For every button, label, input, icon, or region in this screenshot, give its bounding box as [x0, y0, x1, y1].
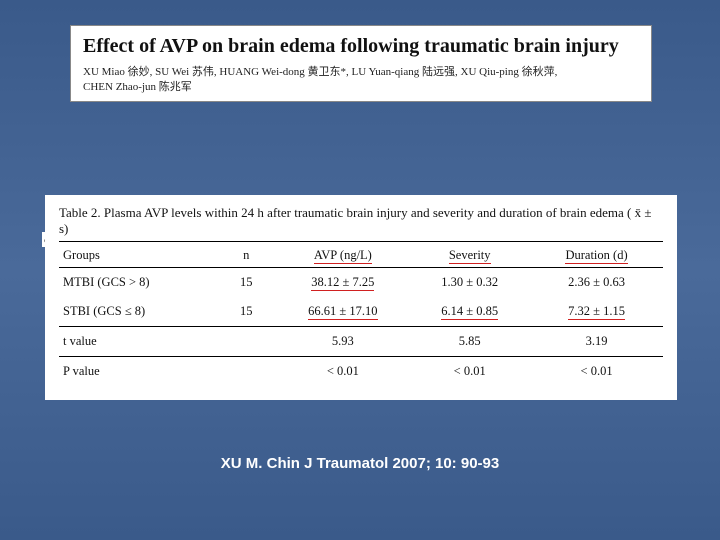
paper-title: Effect of AVP on brain edema following t… [83, 34, 639, 59]
table-header-row: Groups n AVP (ng/L) Severity Duration (d… [59, 242, 663, 268]
cell-duration: < 0.01 [530, 357, 663, 387]
table: Groups n AVP (ng/L) Severity Duration (d… [59, 242, 663, 386]
cell-duration: 7.32 ± 1.15 [530, 297, 663, 327]
col-avp: AVP (ng/L) [276, 242, 409, 268]
cell-severity: < 0.01 [409, 357, 530, 387]
cell-avp: 66.61 ± 17.10 [276, 297, 409, 327]
cell-n: 15 [216, 297, 276, 327]
authors-line-2: CHEN Zhao-jun 陈兆军 [83, 81, 192, 93]
authors-line-1: XU Miao 徐妙, SU Wei 苏伟, HUANG Wei-dong 黄卫… [83, 66, 557, 78]
col-n: n [216, 242, 276, 268]
cell-label: P value [59, 357, 216, 387]
authors: XU Miao 徐妙, SU Wei 苏伟, HUANG Wei-dong 黄卫… [83, 65, 639, 95]
col-groups: Groups [59, 242, 216, 268]
cell-avp: 38.12 ± 7.25 [276, 268, 409, 298]
cell-empty [216, 327, 276, 357]
cell-duration: 3.19 [530, 327, 663, 357]
cell-severity: 5.85 [409, 327, 530, 357]
cell-n: 15 [216, 268, 276, 298]
title-box: Effect of AVP on brain edema following t… [70, 25, 652, 102]
col-severity: Severity [409, 242, 530, 268]
cell-empty [216, 357, 276, 387]
citation: XU M. Chin J Traumatol 2007; 10: 90-93 [0, 455, 720, 472]
cell-groups: STBI (GCS ≤ 8) [59, 297, 216, 327]
table-row: MTBI (GCS > 8) 15 38.12 ± 7.25 1.30 ± 0.… [59, 268, 663, 298]
cell-avp: 5.93 [276, 327, 409, 357]
table-row: t value 5.93 5.85 3.19 [59, 327, 663, 357]
cell-duration: 2.36 ± 0.63 [530, 268, 663, 298]
table-caption: Table 2. Plasma AVP levels within 24 h a… [59, 205, 663, 242]
cell-avp: < 0.01 [276, 357, 409, 387]
cell-groups: MTBI (GCS > 8) [59, 268, 216, 298]
cell-severity: 6.14 ± 0.85 [409, 297, 530, 327]
table-box: Table 2. Plasma AVP levels within 24 h a… [45, 195, 677, 400]
cell-severity: 1.30 ± 0.32 [409, 268, 530, 298]
table-row: STBI (GCS ≤ 8) 15 66.61 ± 17.10 6.14 ± 0… [59, 297, 663, 327]
cell-label: t value [59, 327, 216, 357]
col-duration: Duration (d) [530, 242, 663, 268]
table-row: P value < 0.01 < 0.01 < 0.01 [59, 357, 663, 387]
slide: Effect of AVP on brain edema following t… [0, 0, 720, 540]
